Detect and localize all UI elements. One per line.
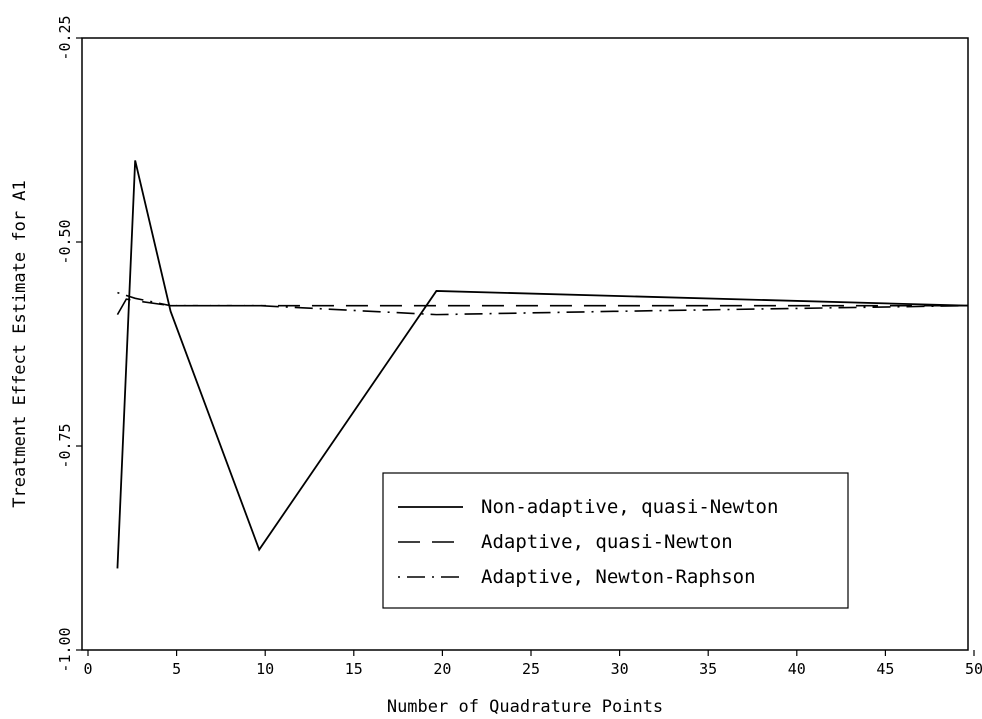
x-tick-label: 30 — [611, 660, 629, 678]
x-tick-label: 45 — [876, 660, 894, 678]
axis-ticks: 0 5 10 15 20 25 30 35 40 45 50 -1.00 -0.75 -0.50 -0.25 — [56, 15, 982, 678]
y-tick-label: -0.50 — [56, 219, 74, 264]
series-line-2 — [116, 298, 968, 316]
x-tick-label: 10 — [256, 660, 274, 678]
plot-frame — [81, 37, 969, 651]
x-tick-label: 40 — [788, 660, 806, 678]
y-tick-label: -0.75 — [56, 423, 74, 468]
y-axis-label: Treatment Effect Estimate for A1 — [10, 180, 30, 508]
x-tick-label: 15 — [345, 660, 363, 678]
legend: Non-adaptive, quasi-Newton Adaptive, qua… — [382, 472, 849, 609]
x-axis-label: Number of Quadrature Points — [387, 697, 663, 717]
legend-box — [382, 472, 849, 609]
x-tick-label: 20 — [433, 660, 451, 678]
y-tick-label: -1.00 — [56, 627, 74, 672]
legend-label-non-adaptive-quasi-newton: Non-adaptive, quasi-Newton — [481, 496, 778, 518]
series-line-1 — [116, 160, 969, 569]
series-layer — [116, 160, 969, 569]
x-tick-label: 0 — [83, 660, 92, 678]
legend-label-adaptive-newton-raphson: Adaptive, Newton-Raphson — [481, 566, 756, 588]
y-tick-label: -0.25 — [56, 15, 74, 60]
x-tick-label: 25 — [522, 660, 540, 678]
x-tick-label: 35 — [699, 660, 717, 678]
series-line-3 — [117, 291, 969, 316]
x-tick-label: 50 — [965, 660, 982, 678]
legend-label-adaptive-quasi-newton: Adaptive, quasi-Newton — [481, 531, 733, 553]
x-tick-label: 5 — [172, 660, 181, 678]
